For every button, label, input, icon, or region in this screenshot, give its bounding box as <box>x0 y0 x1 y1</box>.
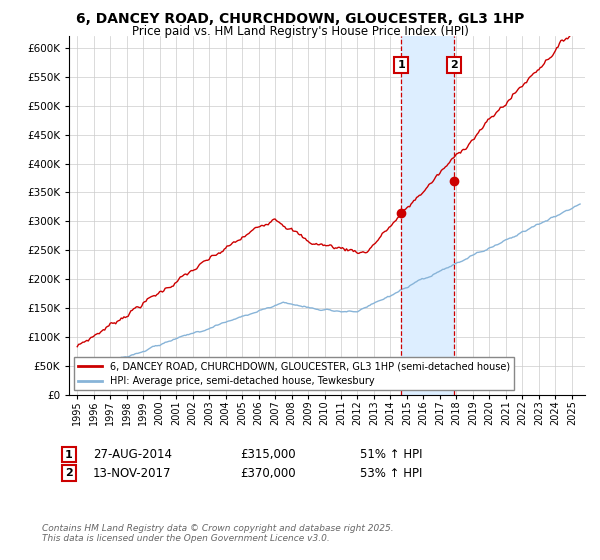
Text: 1: 1 <box>65 450 73 460</box>
Text: 13-NOV-2017: 13-NOV-2017 <box>93 466 172 480</box>
Text: 53% ↑ HPI: 53% ↑ HPI <box>360 466 422 480</box>
Text: £315,000: £315,000 <box>240 448 296 461</box>
Text: Contains HM Land Registry data © Crown copyright and database right 2025.
This d: Contains HM Land Registry data © Crown c… <box>42 524 394 543</box>
Text: 1: 1 <box>397 60 405 70</box>
Text: 51% ↑ HPI: 51% ↑ HPI <box>360 448 422 461</box>
Text: £370,000: £370,000 <box>240 466 296 480</box>
Legend: 6, DANCEY ROAD, CHURCHDOWN, GLOUCESTER, GL3 1HP (semi-detached house), HPI: Aver: 6, DANCEY ROAD, CHURCHDOWN, GLOUCESTER, … <box>74 357 514 390</box>
Text: 27-AUG-2014: 27-AUG-2014 <box>93 448 172 461</box>
Text: Price paid vs. HM Land Registry's House Price Index (HPI): Price paid vs. HM Land Registry's House … <box>131 25 469 38</box>
Text: 2: 2 <box>451 60 458 70</box>
Text: 6, DANCEY ROAD, CHURCHDOWN, GLOUCESTER, GL3 1HP: 6, DANCEY ROAD, CHURCHDOWN, GLOUCESTER, … <box>76 12 524 26</box>
Bar <box>401 36 454 395</box>
Text: 2: 2 <box>65 468 73 478</box>
